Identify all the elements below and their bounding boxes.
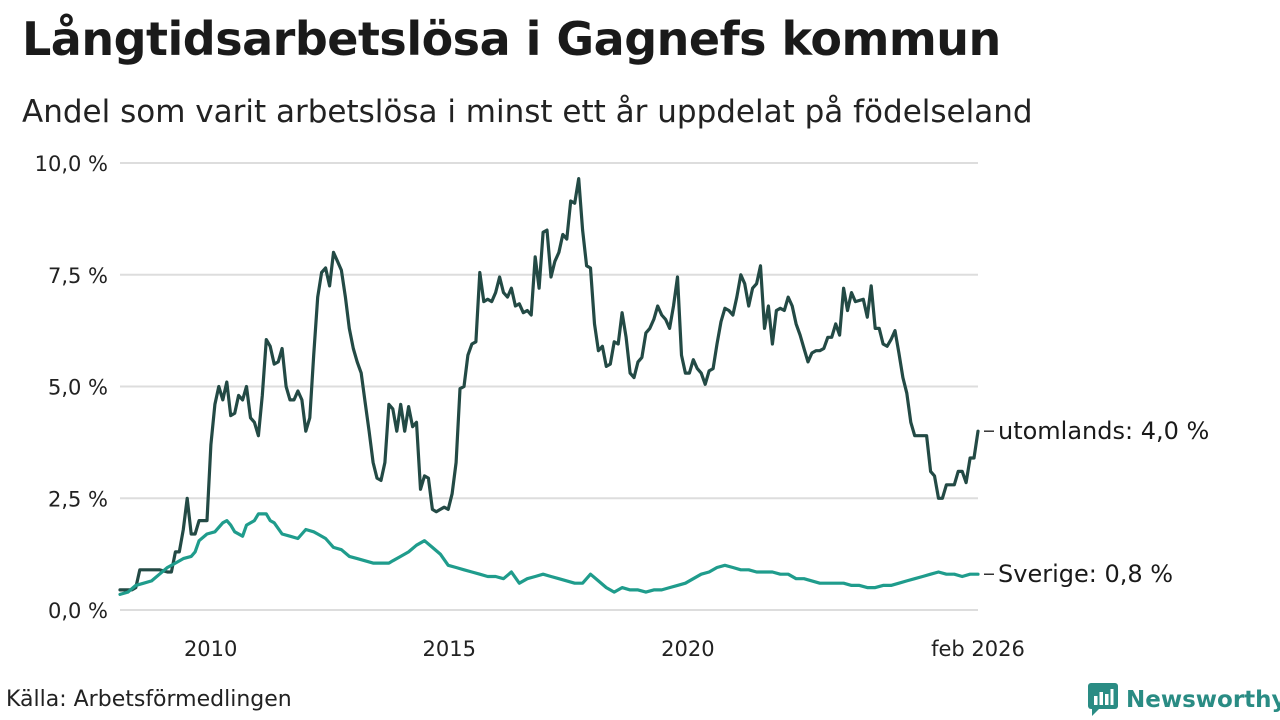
y-axis: 0,0 % 2,5 % 5,0 % 7,5 % 10,0 % xyxy=(35,152,108,623)
newsworthy-logo-icon xyxy=(1088,683,1118,716)
chart-title: Långtidsarbetslösa i Gagnefs kommun xyxy=(22,12,1001,66)
chart-subtitle: Andel som varit arbetslösa i minst ett å… xyxy=(22,94,1033,130)
y-tick-label: 7,5 % xyxy=(48,264,108,288)
y-tick-label: 2,5 % xyxy=(48,487,108,511)
series-end-labels: utomlands: 4,0 % Sverige: 0,8 % xyxy=(984,417,1209,588)
brand-name: Newsworthy xyxy=(1126,687,1280,713)
series-lines xyxy=(118,177,980,596)
series-end-label: utomlands: 4,0 % xyxy=(998,417,1209,445)
series-line-utomlands xyxy=(118,177,980,592)
x-tick-label: 2015 xyxy=(423,637,476,661)
source-note: Källa: Arbetsförmedlingen xyxy=(6,687,292,712)
x-axis: 2010 2015 2020 feb 2026 xyxy=(184,637,1025,661)
y-tick-label: 5,0 % xyxy=(48,376,108,400)
brand-logo: Newsworthy xyxy=(1088,682,1280,718)
series-end-label: Sverige: 0,8 % xyxy=(998,560,1173,588)
gridlines xyxy=(120,162,978,611)
y-tick-label: 10,0 % xyxy=(35,152,108,176)
y-tick-label: 0,0 % xyxy=(48,599,108,623)
x-tick-label: feb 2026 xyxy=(931,637,1025,661)
series-line-sverige xyxy=(118,512,980,596)
x-tick-label: 2010 xyxy=(184,637,237,661)
x-tick-label: 2020 xyxy=(661,637,714,661)
